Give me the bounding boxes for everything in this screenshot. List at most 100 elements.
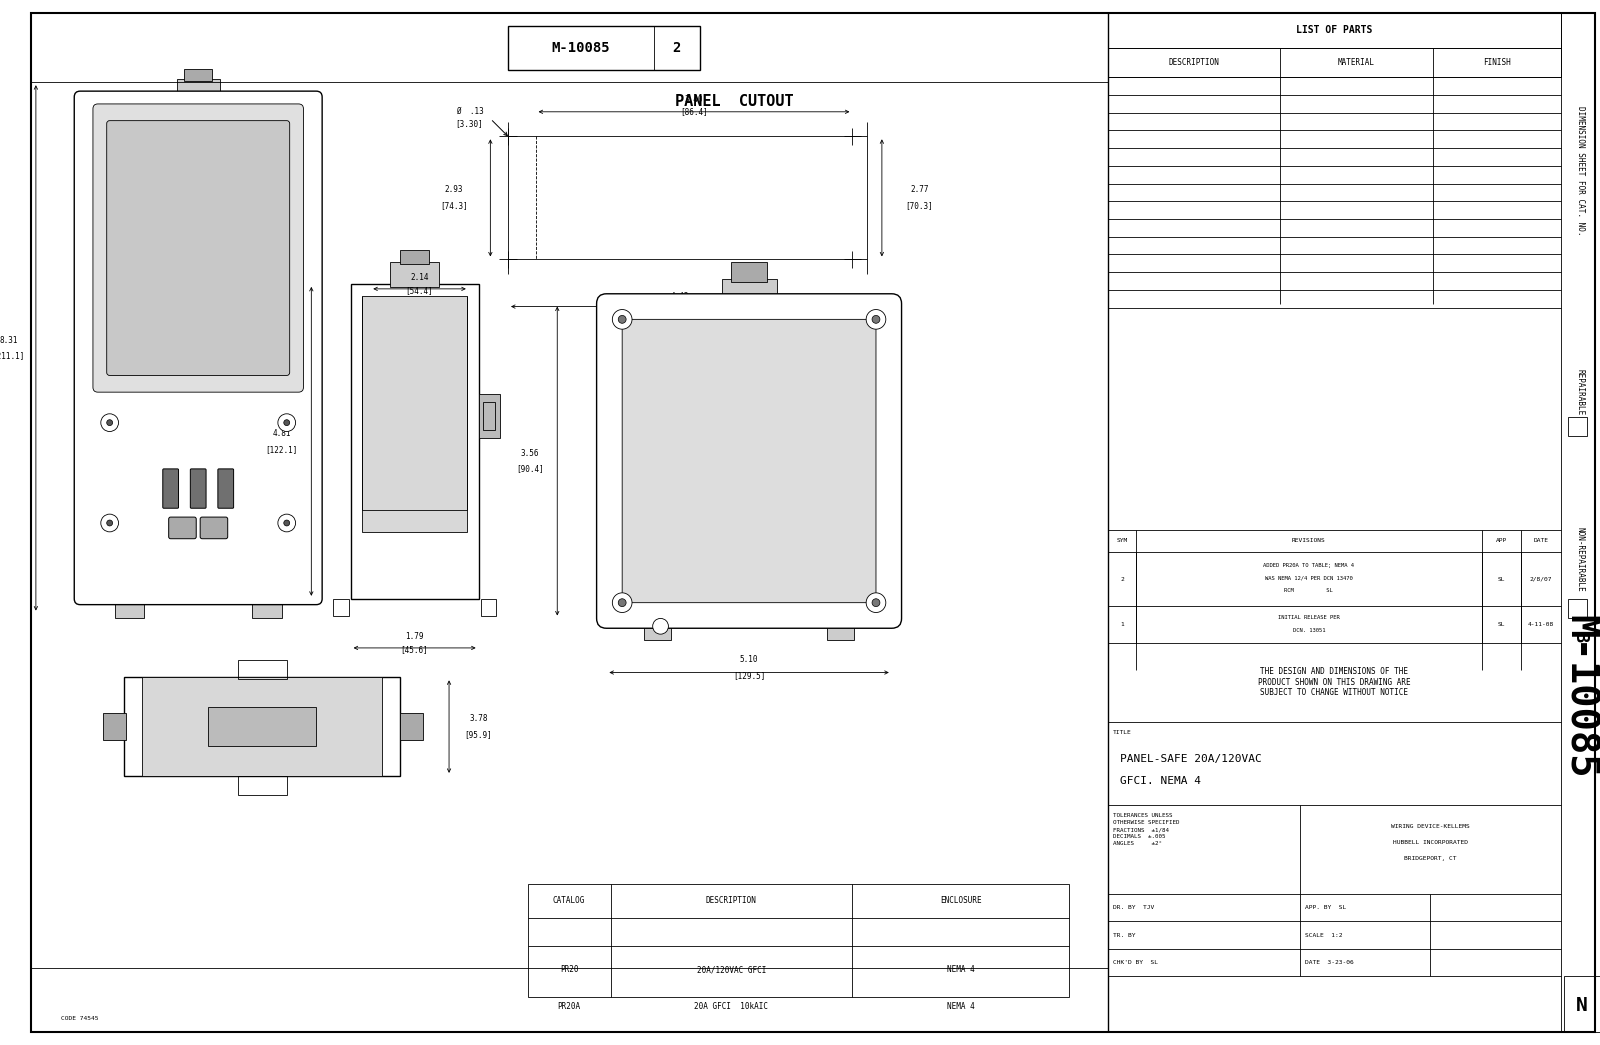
Bar [253, 599, 282, 619]
Text: TR. BY: TR. BY [1114, 933, 1136, 937]
Text: SL: SL [1498, 577, 1506, 582]
Text: DATE  3-23-06: DATE 3-23-06 [1306, 960, 1354, 966]
Text: APP: APP [1496, 538, 1507, 543]
Circle shape [283, 520, 290, 526]
Text: APP. BY  SL: APP. BY SL [1306, 905, 1346, 910]
Bar [350, 284, 478, 599]
Bar [827, 619, 854, 640]
Text: LIST OF PARTS: LIST OF PARTS [1296, 25, 1373, 36]
Text: WIRING DEVICE-KELLEMS: WIRING DEVICE-KELLEMS [1390, 825, 1470, 830]
Bar [731, 262, 766, 282]
Text: MATERIAL: MATERIAL [1338, 59, 1374, 67]
Bar [480, 599, 496, 617]
Text: 1: 1 [1120, 622, 1123, 627]
Circle shape [278, 514, 296, 532]
Text: 2/8/07: 2/8/07 [1530, 577, 1552, 582]
Text: [211.1]: [211.1] [0, 351, 24, 361]
FancyBboxPatch shape [93, 103, 304, 392]
Text: THE DESIGN AND DIMENSIONS OF THE
PRODUCT SHOWN ON THIS DRAWING ARE
SUBJECT TO CH: THE DESIGN AND DIMENSIONS OF THE PRODUCT… [1258, 668, 1411, 697]
Text: SYM: SYM [1117, 538, 1128, 543]
Text: [3.30]: [3.30] [456, 119, 483, 129]
Bar [400, 713, 424, 741]
Text: [112.5]: [112.5] [664, 306, 696, 315]
Bar [184, 70, 211, 82]
Bar [1568, 417, 1587, 437]
Text: DATE: DATE [1533, 538, 1549, 543]
Text: PR20: PR20 [560, 966, 578, 974]
Bar [483, 402, 496, 429]
Text: M-10085: M-10085 [552, 41, 610, 54]
Bar [722, 279, 776, 306]
Bar [237, 659, 286, 679]
Text: CODE 74545: CODE 74545 [61, 1017, 99, 1021]
Text: [122.1]: [122.1] [266, 445, 298, 454]
FancyBboxPatch shape [107, 120, 290, 375]
Text: 4.81: 4.81 [272, 429, 291, 438]
Text: 3.78: 3.78 [469, 714, 488, 723]
Text: 2: 2 [672, 41, 680, 54]
Bar [142, 677, 382, 775]
Text: 3.40: 3.40 [685, 95, 704, 104]
FancyBboxPatch shape [597, 294, 901, 628]
Text: 1.79: 1.79 [405, 631, 424, 641]
Circle shape [613, 593, 632, 612]
Bar [1109, 48, 1560, 77]
Circle shape [866, 309, 886, 329]
Text: PANEL  CUTOUT: PANEL CUTOUT [675, 94, 794, 110]
Text: 20A GFCI  10kAIC: 20A GFCI 10kAIC [694, 1002, 768, 1012]
Circle shape [101, 514, 118, 532]
Text: REVISIONS: REVISIONS [1291, 538, 1326, 543]
FancyBboxPatch shape [190, 469, 206, 508]
Text: DR. BY  TJV: DR. BY TJV [1114, 905, 1154, 910]
Text: [54.4]: [54.4] [406, 286, 434, 296]
Bar [478, 394, 501, 439]
Text: [45.6]: [45.6] [400, 646, 429, 654]
Text: 2.93: 2.93 [445, 185, 464, 194]
FancyBboxPatch shape [200, 517, 227, 539]
Circle shape [107, 420, 112, 425]
Bar [528, 884, 1069, 997]
Bar [125, 677, 400, 775]
Circle shape [101, 414, 118, 432]
Text: ENCLOSURE: ENCLOSURE [939, 897, 981, 905]
Text: [86.4]: [86.4] [680, 108, 707, 116]
Circle shape [653, 619, 669, 634]
Text: 20A/120VAC GFCI: 20A/120VAC GFCI [696, 966, 766, 974]
Circle shape [107, 520, 112, 526]
Text: 3.56: 3.56 [520, 448, 539, 458]
Text: Ø: Ø [659, 623, 662, 629]
Text: CATALOG: CATALOG [554, 897, 586, 905]
Circle shape [278, 414, 296, 432]
Circle shape [613, 309, 632, 329]
Text: NEMA 4: NEMA 4 [947, 966, 974, 974]
Text: [129.5]: [129.5] [733, 671, 765, 680]
Text: TOLERANCES UNLESS
OTHERWISE SPECIFIED
FRACTIONS  ±1/84
DECIMALS  ±.005
ANGLES   : TOLERANCES UNLESS OTHERWISE SPECIFIED FR… [1114, 813, 1179, 846]
Text: DESCRIPTION: DESCRIPTION [706, 897, 757, 905]
Text: TITLE: TITLE [1114, 729, 1131, 735]
Bar [208, 707, 317, 746]
Text: NON-REPAIRABLE: NON-REPAIRABLE [1576, 527, 1586, 591]
Text: 2.14: 2.14 [410, 273, 429, 281]
Text: GFCI. NEMA 4: GFCI. NEMA 4 [1120, 775, 1202, 786]
Bar [115, 599, 144, 619]
FancyBboxPatch shape [74, 91, 322, 605]
Text: M-10085: M-10085 [1562, 616, 1600, 779]
Bar [1109, 14, 1560, 48]
Text: SCALE  1:2: SCALE 1:2 [1306, 933, 1342, 937]
Text: B: B [1571, 633, 1589, 643]
Text: [70.3]: [70.3] [906, 201, 933, 210]
Text: FINISH: FINISH [1483, 59, 1510, 67]
Circle shape [618, 316, 626, 323]
Text: BRIDGEPORT, CT: BRIDGEPORT, CT [1405, 856, 1456, 861]
Text: RCM          SL: RCM SL [1285, 588, 1333, 594]
Bar [1563, 976, 1600, 1031]
Text: INITIAL RELEASE PER: INITIAL RELEASE PER [1278, 614, 1339, 620]
Bar [390, 262, 440, 287]
Text: CHK'D BY  SL: CHK'D BY SL [1114, 960, 1158, 966]
FancyBboxPatch shape [163, 469, 179, 508]
Circle shape [872, 599, 880, 606]
Text: WAS NEMA 12/4 PER DCN 13470: WAS NEMA 12/4 PER DCN 13470 [1266, 576, 1352, 581]
Text: [95.9]: [95.9] [464, 730, 493, 739]
Bar [176, 79, 219, 101]
Text: SL: SL [1498, 622, 1506, 627]
